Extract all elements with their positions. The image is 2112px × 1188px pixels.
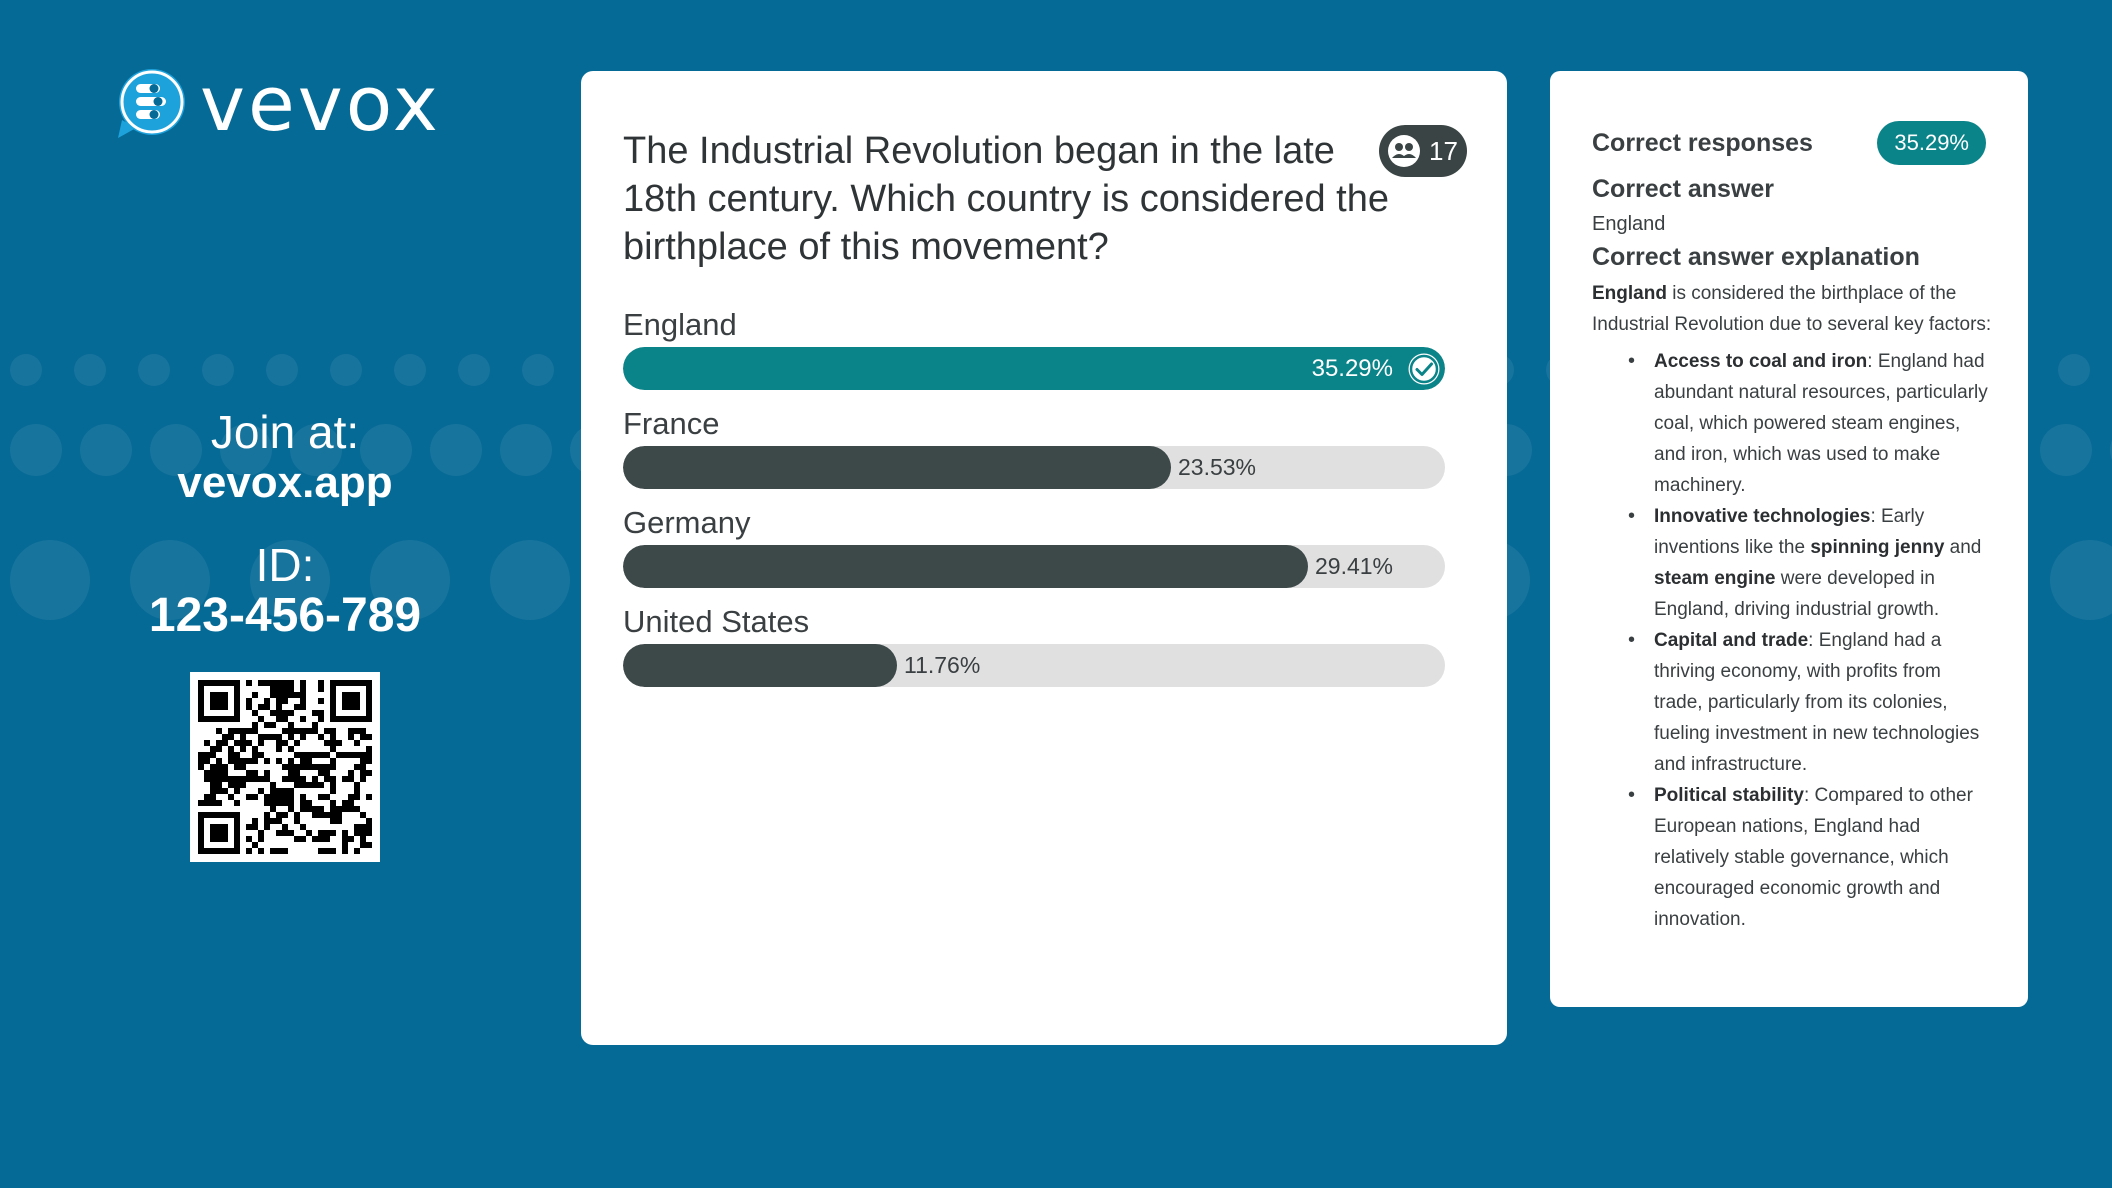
decorative-dot — [150, 424, 202, 476]
explanation-point: Capital and trade: England had a thrivin… — [1620, 625, 1992, 780]
answer-option-label: France — [623, 406, 720, 441]
decorative-dot — [394, 354, 426, 386]
decorative-dot — [330, 354, 362, 386]
correct-responses-label: Correct responses — [1592, 128, 1813, 157]
explanation-point: Access to coal and iron: England had abu… — [1620, 346, 1992, 501]
decorative-dot — [2058, 354, 2090, 386]
explanation-point-title: Political stability — [1654, 785, 1804, 806]
question-text: The Industrial Revolution began in the l… — [623, 130, 1390, 268]
explanation-block: Correct answer explanation England is co… — [1592, 243, 1992, 935]
decorative-dot — [2110, 424, 2112, 476]
answer-option: France 23.53% — [623, 406, 1445, 505]
answer-bar-track — [623, 347, 1445, 390]
session-id-value: 123-456-789 — [148, 589, 422, 642]
answer-option: Germany 29.41% — [623, 505, 1445, 604]
explanation-intro-bold: England — [1592, 283, 1667, 304]
correct-responses-badge: 35.29% — [1877, 121, 1986, 165]
explanation-text: and — [1944, 537, 1982, 558]
decorative-dot — [266, 354, 298, 386]
join-qr-code — [190, 672, 380, 862]
decorative-dot — [458, 354, 490, 386]
join-label: Join at: — [210, 406, 360, 458]
answer-option: United States 11.76% — [623, 604, 1445, 703]
decorative-dot — [10, 540, 90, 620]
explanation-label: Correct answer explanation — [1592, 243, 1920, 271]
answer-percent: 11.76% — [904, 652, 981, 678]
explanation-text: were developed in England, driving indus… — [1654, 568, 1940, 620]
question-card: The Industrial Revolution began in the l… — [581, 71, 1507, 1045]
explanation-text: : Early inventions like the — [1654, 506, 1925, 558]
decorative-dot — [80, 424, 132, 476]
decorative-dot — [290, 424, 342, 476]
explanation-point: Political stability: Compared to other E… — [1620, 780, 1992, 935]
decorative-dot — [500, 424, 552, 476]
join-url: vevox.app — [177, 458, 393, 507]
answer-bar-track — [623, 545, 1445, 588]
decorative-dot — [10, 354, 42, 386]
decorative-dot — [74, 354, 106, 386]
decorative-dot — [2040, 424, 2092, 476]
answer-bar — [623, 545, 1308, 588]
answer-bar — [623, 446, 1171, 489]
answer-bar-track — [623, 446, 1445, 489]
answer-bar-track — [623, 644, 1445, 687]
explanation-intro: England is considered the birthplace of … — [1592, 278, 1992, 340]
answer-percent: 35.29% — [1311, 355, 1393, 382]
correct-check-icon — [1408, 353, 1440, 385]
answer-bar — [623, 347, 1445, 390]
decorative-dot — [522, 354, 554, 386]
decorative-dot — [138, 354, 170, 386]
answer-option-label: Germany — [623, 505, 751, 540]
explanation-point-title: Access to coal and iron — [1654, 351, 1868, 372]
answer-percent: 29.41% — [1315, 553, 1394, 579]
answer-bar — [623, 644, 897, 687]
brand-name: vevox — [200, 59, 441, 148]
explanation-point: Innovative technologies: Early invention… — [1620, 501, 1992, 625]
explanation-card: Correct responses 35.29% Correct answer … — [1550, 71, 2028, 1007]
explanation-point-title: Capital and trade — [1654, 630, 1809, 651]
correct-responses-row: Correct responses 35.29% — [1592, 121, 1986, 165]
answer-option-label: England — [623, 307, 737, 342]
decorative-dot — [130, 540, 210, 620]
participants-icon — [1388, 135, 1420, 167]
session-id-label: ID: — [255, 539, 315, 591]
decorative-dot — [2050, 540, 2112, 620]
vevox-logo: vevox — [114, 59, 441, 148]
decorative-dot — [220, 424, 272, 476]
answer-option: England 35.29% — [623, 307, 1445, 406]
correct-answer-label: Correct answer — [1592, 175, 1775, 203]
explanation-emphasis: spinning jenny — [1810, 537, 1945, 558]
results-chart: England 35.29% France 23.53% Germany 29.41% Un… — [623, 307, 1445, 703]
decorative-dot — [490, 540, 570, 620]
response-count-badge: 17 — [1379, 125, 1467, 177]
decorative-dot — [370, 540, 450, 620]
answer-option-label: United States — [623, 604, 810, 639]
decorative-dot — [250, 540, 330, 620]
answer-percent: 23.53% — [1178, 454, 1257, 480]
explanation-point-title: Innovative technologies — [1654, 506, 1871, 527]
explanation-emphasis: steam engine — [1654, 568, 1776, 589]
decorative-dot — [10, 424, 62, 476]
explanation-list: Access to coal and iron: England had abu… — [1620, 346, 1992, 935]
explanation-intro-text: is considered the birthplace of the Indu… — [1592, 283, 1992, 335]
vevox-logo-icon — [114, 68, 186, 140]
explanation-text: : England had abundant natural resources… — [1654, 351, 1988, 496]
correct-answer-value: England — [1592, 213, 1666, 235]
decorative-dot — [430, 424, 482, 476]
explanation-text: : Compared to other European nations, En… — [1654, 785, 1973, 930]
decorative-dot — [360, 424, 412, 476]
decorative-dot — [202, 354, 234, 386]
response-count: 17 — [1429, 135, 1458, 166]
explanation-text: : England had a thriving economy, with p… — [1654, 630, 1980, 775]
